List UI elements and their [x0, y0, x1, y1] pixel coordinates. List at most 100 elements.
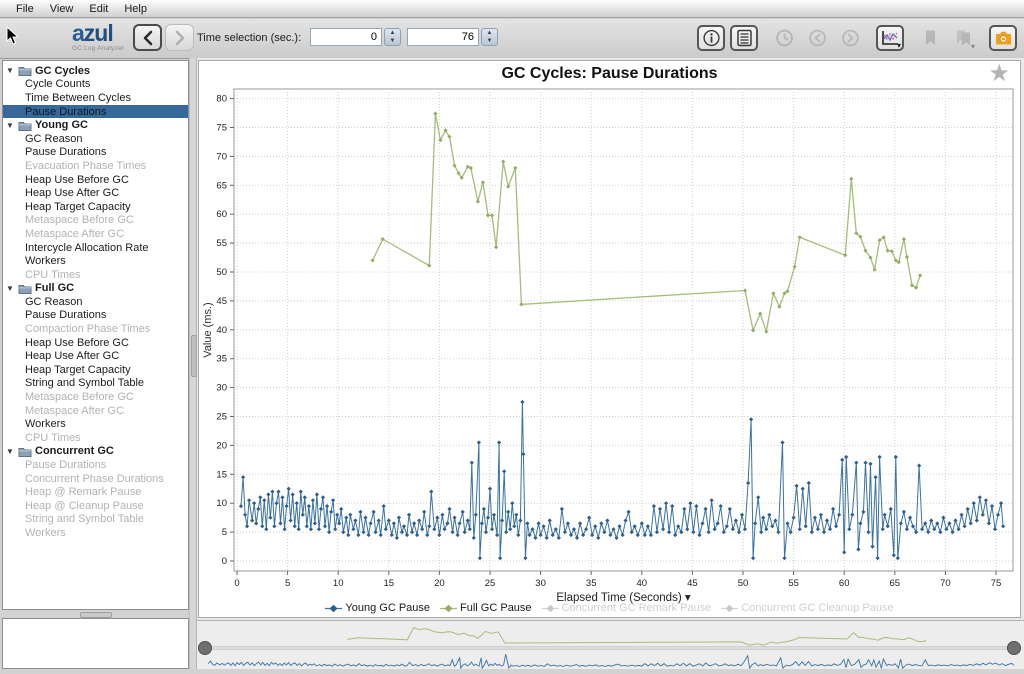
- tree-item-heap-use-before-gc[interactable]: Heap Use Before GC: [3, 173, 188, 187]
- data-point: [348, 512, 353, 517]
- tree-section-full-gc[interactable]: ▼ Full GC: [3, 282, 188, 296]
- tree-item-label: Pause Durations: [25, 146, 107, 159]
- menu-file[interactable]: File: [16, 2, 34, 15]
- history-nav: [133, 24, 194, 51]
- tree-item-heap-use-after-gc[interactable]: Heap Use After GC: [3, 349, 188, 363]
- tree-item-time-between-cycles[interactable]: Time Between Cycles: [3, 91, 188, 105]
- tree-item-intercycle-allocation-rate[interactable]: Intercycle Allocation Rate: [3, 241, 188, 255]
- data-point: [882, 512, 887, 517]
- data-point: [471, 535, 476, 540]
- data-point: [800, 486, 805, 491]
- tree-item-heap-target-capacity[interactable]: Heap Target Capacity: [3, 363, 188, 377]
- menu-view[interactable]: View: [49, 2, 74, 15]
- data-point: [904, 254, 909, 260]
- tree-item-string-and-symbol-table[interactable]: String and Symbol Table: [3, 377, 188, 391]
- chart-options-button[interactable]: ▾: [876, 25, 904, 51]
- data-point: [538, 532, 543, 538]
- data-point: [901, 509, 906, 514]
- y-tick-label: 5: [222, 527, 227, 538]
- range-handle-left[interactable]: [198, 641, 212, 655]
- tree-item-pause-durations[interactable]: Pause Durations: [3, 104, 188, 119]
- data-point: [673, 532, 678, 538]
- tree-section-concurrent-gc[interactable]: ▼ Concurrent GC: [3, 445, 188, 459]
- data-point: [639, 521, 644, 526]
- tree-item-workers[interactable]: Workers: [3, 417, 188, 431]
- expand-arrow-icon[interactable]: ▼: [6, 120, 14, 130]
- data-point: [571, 527, 577, 532]
- tree-item-gc-reason[interactable]: GC Reason: [3, 295, 188, 309]
- range-handle-right[interactable]: [1007, 641, 1021, 655]
- tree-item-pause-durations[interactable]: Pause Durations: [3, 146, 188, 160]
- data-point: [935, 521, 940, 526]
- tree-item-workers[interactable]: Workers: [3, 254, 188, 268]
- data-point: [844, 454, 849, 460]
- summary-button[interactable]: [730, 25, 758, 51]
- x-tick-label: 5: [285, 578, 290, 589]
- legend-entry-young-gc-pause[interactable]: Young GC Pause: [325, 602, 430, 614]
- time-to-spinner-up[interactable]: ▲: [486, 30, 493, 36]
- favorite-star-icon[interactable]: ★: [988, 60, 1010, 87]
- tree-item-label: CPU Times: [25, 268, 81, 281]
- legend-entry-full-gc-pause[interactable]: Full GC Pause: [440, 602, 532, 614]
- data-point: [929, 518, 934, 523]
- tree-item-heap-use-after-gc[interactable]: Heap Use After GC: [3, 186, 188, 200]
- data-point: [971, 501, 976, 506]
- data-point: [812, 515, 817, 520]
- vertical-splitter-grip[interactable]: [191, 335, 197, 377]
- tree-item-heap-use-before-gc[interactable]: Heap Use Before GC: [3, 336, 188, 350]
- horizontal-splitter-grip[interactable]: [80, 612, 112, 618]
- data-point: [992, 527, 998, 532]
- data-point: [780, 440, 785, 445]
- tree-item-pause-durations[interactable]: Pause Durations: [3, 309, 188, 323]
- time-from-input[interactable]: [310, 28, 382, 46]
- data-point: [258, 495, 263, 500]
- expand-arrow-icon[interactable]: ▼: [6, 446, 14, 456]
- expand-arrow-icon[interactable]: ▼: [6, 283, 14, 293]
- time-to-group: ▲ ▼: [407, 28, 498, 46]
- data-point: [383, 527, 388, 532]
- folder-icon: [18, 67, 32, 77]
- data-point: [514, 512, 519, 517]
- y-tick-label: 30: [216, 383, 227, 394]
- data-point: [739, 512, 745, 517]
- time-to-input[interactable]: [407, 28, 479, 46]
- tree-item-heap-target-capacity[interactable]: Heap Target Capacity: [3, 200, 188, 214]
- vertical-splitter[interactable]: [189, 58, 197, 669]
- info-button[interactable]: [697, 25, 725, 51]
- data-point: [950, 530, 955, 535]
- tree-section-label: Young GC: [35, 119, 88, 132]
- time-to-spinner-down[interactable]: ▼: [486, 38, 493, 44]
- menu-edit[interactable]: Edit: [89, 2, 109, 15]
- tree-item-cycle-counts[interactable]: Cycle Counts: [3, 78, 188, 92]
- expand-arrow-icon[interactable]: ▼: [6, 66, 14, 76]
- tree-item-heap-cleanup-pause: Heap @ Cleanup Pause: [3, 499, 188, 513]
- legend-entry-concurrent-gc-remark-pause[interactable]: Concurrent GC Remark Pause: [541, 602, 711, 614]
- tree-item-label: Heap Target Capacity: [25, 363, 131, 376]
- data-point: [700, 521, 705, 526]
- time-from-spinner-up[interactable]: ▲: [389, 30, 396, 36]
- tree-item-gc-reason[interactable]: GC Reason: [3, 132, 188, 146]
- data-point: [329, 509, 334, 514]
- app-logo-subtitle: GC Log Analyzer: [72, 45, 125, 52]
- data-point: [608, 532, 613, 538]
- data-point: [642, 532, 647, 538]
- tree-section-gc-cycles[interactable]: ▼ GC Cycles: [3, 64, 188, 78]
- time-from-spinner-down[interactable]: ▼: [389, 38, 396, 44]
- x-axis-label[interactable]: Elapsed Time (Seconds) ▾: [556, 592, 690, 604]
- data-point: [243, 512, 248, 517]
- data-point: [541, 524, 546, 529]
- data-point: [706, 530, 711, 535]
- tree-section-young-gc[interactable]: ▼ Young GC: [3, 118, 188, 132]
- data-point: [854, 460, 859, 465]
- menu-help[interactable]: Help: [124, 2, 147, 15]
- legend-entry-concurrent-gc-cleanup-pause[interactable]: Concurrent GC Cleanup Pause: [721, 602, 894, 614]
- data-point: [389, 532, 394, 538]
- screenshot-button[interactable]: [989, 25, 1017, 51]
- tree-section-label: Concurrent GC: [35, 445, 114, 458]
- data-point: [520, 399, 525, 405]
- data-point: [691, 530, 696, 535]
- data-point: [473, 512, 478, 517]
- data-point: [611, 527, 616, 532]
- back-button[interactable]: [133, 24, 162, 51]
- data-point: [827, 527, 833, 532]
